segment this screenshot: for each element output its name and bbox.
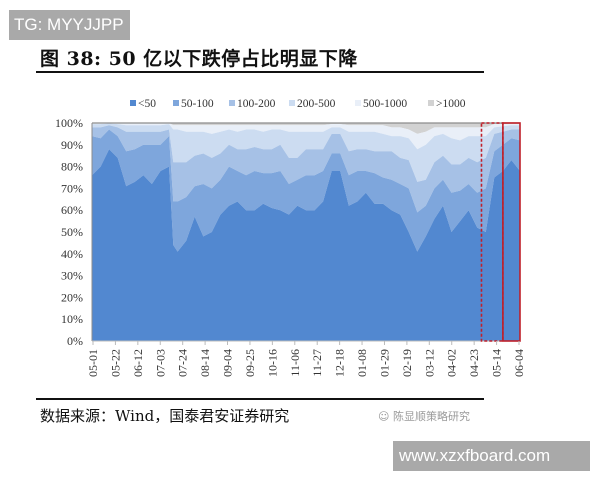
plot-frame (91, 122, 520, 342)
brand-text: 陈显顺策略研究 (392, 410, 470, 423)
data-source: 数据来源：Wind，国泰君安证券研究 (40, 407, 290, 425)
legend-swatch (355, 100, 361, 106)
x-tick-label: 04-23 (467, 349, 481, 377)
x-tick-label: 05-22 (108, 349, 122, 377)
legend-swatch (229, 100, 235, 106)
x-tick-label: 01-29 (377, 349, 391, 377)
watermark-top: TG: MYYJJPP (9, 10, 130, 40)
x-tick-label: 03-12 (422, 349, 436, 377)
highlight-box (502, 122, 521, 342)
chart-areas (92, 123, 520, 341)
x-tick-label: 05-14 (490, 349, 504, 377)
brand-label: ☺ 陈显顺策略研究 (378, 408, 470, 424)
legend-swatch (130, 100, 136, 106)
chart-legend: <50 50-100 100-200 200-500 500-1000 >1000 (130, 98, 466, 110)
x-tick-label: 07-24 (176, 349, 190, 377)
y-tick-label: 80% (61, 160, 83, 174)
x-tick-label: 08-14 (198, 349, 212, 377)
legend-label: 50-100 (181, 98, 214, 110)
x-tick-label: 11-27 (310, 349, 324, 377)
y-tick-label: 40% (61, 247, 83, 261)
x-tick-label: 09-04 (221, 349, 235, 377)
x-tick-label: 04-02 (445, 349, 459, 377)
y-axis: 0% 10% 20% 30% 40% 50% 60% 70% 80% 90% 100% (55, 116, 83, 348)
x-tick-label: 06-12 (131, 349, 145, 377)
watermark-bottom: www.xzxfboard.com (393, 441, 590, 471)
x-tick-label: 10-16 (265, 349, 279, 377)
legend-label: <50 (138, 98, 156, 110)
legend-label: >1000 (436, 98, 466, 110)
y-tick-label: 10% (61, 312, 83, 326)
area-series (92, 123, 520, 134)
x-axis: 05-01 05-22 06-12 07-03 07-24 08-14 09-04 09-25… (86, 341, 526, 377)
legend-swatch (289, 100, 295, 106)
legend-swatch (428, 100, 434, 106)
source-rule (36, 398, 484, 400)
figure-title: 图 38: 50 亿以下跌停占比明显下降 (40, 48, 358, 70)
x-tick-label: 11-06 (288, 349, 302, 377)
legend-label: 500-1000 (363, 98, 407, 110)
y-tick-label: 20% (61, 290, 83, 304)
y-tick-label: 30% (61, 269, 83, 283)
x-tick-label: 09-25 (243, 349, 257, 377)
y-tick-label: 50% (61, 225, 83, 239)
legend-label: 100-200 (237, 98, 276, 110)
x-tick-label: 06-04 (512, 349, 526, 377)
wechat-icon: ☺ (378, 410, 393, 423)
x-tick-label: 12-18 (333, 349, 347, 377)
area-series (92, 123, 520, 182)
y-tick-label: 100% (55, 116, 83, 130)
x-tick-label: 01-08 (355, 349, 369, 377)
stacked-area-chart: <50 50-100 100-200 200-500 500-1000 >1000 0% 1… (55, 98, 526, 377)
legend-label: 200-500 (297, 98, 336, 110)
highlight-boxes (480, 122, 521, 342)
area-series (92, 125, 520, 213)
x-tick-label: 02-19 (400, 349, 414, 377)
x-tick-label: 05-01 (86, 349, 100, 377)
area-series (92, 129, 520, 252)
title-rule (36, 71, 484, 73)
legend-swatch (173, 100, 179, 106)
x-tick-label: 07-03 (153, 349, 167, 377)
area-series (92, 123, 520, 150)
y-tick-label: 60% (61, 203, 83, 217)
area-series (92, 149, 520, 341)
y-tick-label: 0% (67, 334, 83, 348)
y-tick-label: 90% (61, 138, 83, 152)
y-tick-label: 70% (61, 181, 83, 195)
